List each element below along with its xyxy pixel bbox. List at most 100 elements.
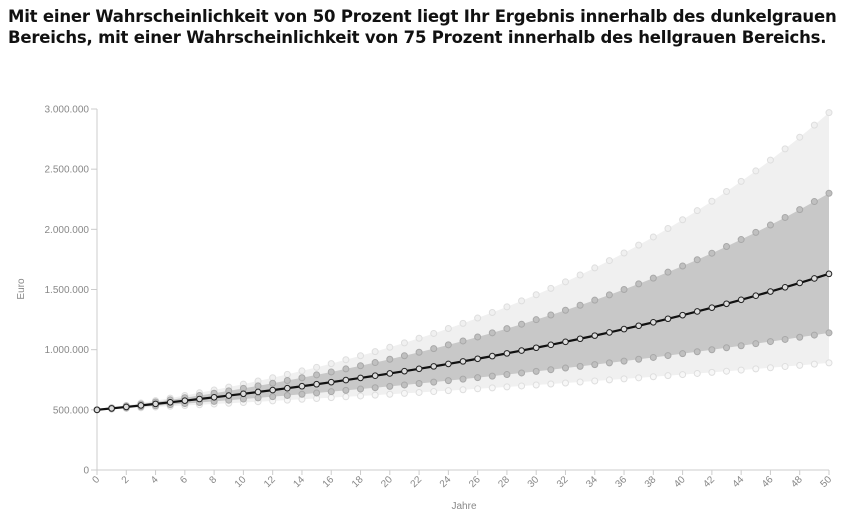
lower-inner-series-point bbox=[474, 374, 482, 382]
lower-outer-series-point bbox=[400, 389, 408, 397]
median-series-point bbox=[298, 382, 306, 390]
upper-inner-series-point bbox=[532, 316, 540, 324]
upper-outer-series-point bbox=[283, 370, 291, 378]
lower-inner-series-point bbox=[605, 359, 613, 367]
upper-outer-series-point bbox=[298, 367, 306, 375]
median-series-point bbox=[254, 388, 262, 396]
upper-outer-series-point bbox=[459, 319, 467, 327]
median-series-point bbox=[781, 283, 789, 291]
probability-bands bbox=[97, 112, 829, 410]
median-series-point bbox=[430, 363, 438, 370]
median-series-point bbox=[240, 390, 247, 398]
median-series-point bbox=[210, 394, 218, 401]
upper-inner-series-point bbox=[269, 379, 277, 387]
lower-inner-series-point bbox=[781, 335, 789, 343]
lower-inner-series-point bbox=[723, 344, 731, 352]
upper-inner-series-point bbox=[518, 320, 526, 328]
median-series-point bbox=[606, 329, 613, 336]
lower-inner-series-point bbox=[313, 389, 321, 397]
upper-inner-series-point bbox=[357, 362, 365, 370]
lower-outer-series-point bbox=[342, 393, 350, 401]
lower-outer-series-point bbox=[444, 387, 452, 395]
upper-outer-series-point bbox=[532, 291, 540, 299]
x-tick-label: 26 bbox=[467, 474, 483, 490]
upper-inner-series-point bbox=[444, 341, 452, 349]
upper-inner-series-point bbox=[283, 377, 291, 385]
lower-outer-series-point bbox=[693, 369, 701, 377]
upper-inner-series-point bbox=[796, 206, 804, 214]
median-series-point bbox=[576, 335, 584, 343]
lower-outer-series-point bbox=[825, 359, 833, 367]
upper-inner-series-point bbox=[298, 374, 306, 382]
median-series-point bbox=[386, 370, 394, 377]
upper-outer-series-point bbox=[635, 241, 643, 249]
lower-inner-series-point bbox=[796, 333, 804, 341]
lower-outer-series-point bbox=[708, 368, 716, 376]
x-tick-label: 34 bbox=[584, 474, 600, 490]
x-axis-title: Jahre bbox=[451, 501, 476, 512]
x-tick-label: 0 bbox=[90, 474, 102, 486]
x-tick-label: 30 bbox=[526, 474, 542, 490]
lower-inner-series-point bbox=[283, 391, 291, 399]
upper-outer-series-point bbox=[576, 271, 584, 279]
upper-inner-series-point bbox=[576, 301, 584, 309]
upper-inner-series-point bbox=[605, 291, 613, 299]
median-series-point bbox=[708, 304, 716, 311]
lower-inner-series-point bbox=[810, 331, 818, 339]
lower-inner-series-point bbox=[400, 381, 408, 389]
lower-inner-series-point bbox=[444, 377, 452, 385]
upper-outer-series-point bbox=[664, 225, 672, 233]
lower-outer-series-point bbox=[386, 390, 394, 398]
lower-outer-series-point bbox=[459, 386, 467, 394]
lower-outer-series-point bbox=[810, 360, 818, 368]
upper-outer-series-point bbox=[547, 284, 555, 292]
upper-inner-series-point bbox=[400, 352, 408, 360]
upper-outer-series-point bbox=[371, 348, 379, 356]
median-series-point bbox=[752, 292, 760, 300]
upper-outer-series-point bbox=[825, 109, 833, 117]
upper-outer-series-point bbox=[605, 257, 613, 265]
median-series-point bbox=[152, 400, 159, 408]
y-tick-label: 2.500.000 bbox=[45, 165, 90, 176]
upper-inner-series-point bbox=[430, 345, 438, 353]
upper-inner-series-point bbox=[459, 337, 467, 345]
x-tick-label: 32 bbox=[555, 474, 571, 490]
upper-outer-series-point bbox=[488, 309, 496, 317]
x-tick-label: 44 bbox=[731, 474, 747, 490]
lower-inner-series-point bbox=[269, 393, 277, 401]
lower-outer-series-point bbox=[357, 392, 365, 400]
median-series-point bbox=[650, 318, 657, 326]
lower-inner-series-point bbox=[737, 342, 745, 350]
lower-outer-series-point bbox=[664, 372, 672, 380]
lower-inner-series-point bbox=[488, 372, 496, 380]
lower-outer-series-point bbox=[591, 377, 599, 385]
upper-outer-series-point bbox=[591, 264, 599, 272]
lower-inner-series-point bbox=[342, 386, 350, 394]
upper-outer-series-point bbox=[444, 324, 452, 332]
upper-inner-series-point bbox=[825, 189, 833, 197]
lower-outer-series-point bbox=[781, 363, 789, 371]
upper-outer-series-point bbox=[620, 249, 628, 257]
upper-outer-series-point bbox=[693, 207, 701, 215]
y-axis-title: Euro bbox=[16, 278, 27, 300]
median-series-point bbox=[532, 344, 540, 352]
median-series-point bbox=[693, 308, 701, 315]
lower-outer-series-point bbox=[488, 384, 496, 392]
lower-inner-series-point bbox=[298, 390, 306, 398]
upper-outer-series-point bbox=[708, 197, 716, 205]
upper-outer-series-point bbox=[561, 278, 569, 286]
series-markers bbox=[93, 109, 833, 414]
median-series-point bbox=[474, 355, 481, 363]
x-tick-label: 2 bbox=[120, 474, 132, 486]
lower-inner-series-point bbox=[327, 388, 335, 396]
median-series-point bbox=[811, 275, 818, 282]
upper-outer-series-point bbox=[503, 303, 511, 311]
x-tick-label: 16 bbox=[321, 474, 337, 490]
upper-inner-series-point bbox=[327, 368, 335, 376]
upper-outer-series-point bbox=[737, 177, 745, 185]
y-tick-label: 500.000 bbox=[53, 405, 90, 416]
lower-inner-series-point bbox=[357, 385, 365, 393]
median-series-point bbox=[415, 365, 423, 373]
median-series-point bbox=[664, 315, 672, 323]
